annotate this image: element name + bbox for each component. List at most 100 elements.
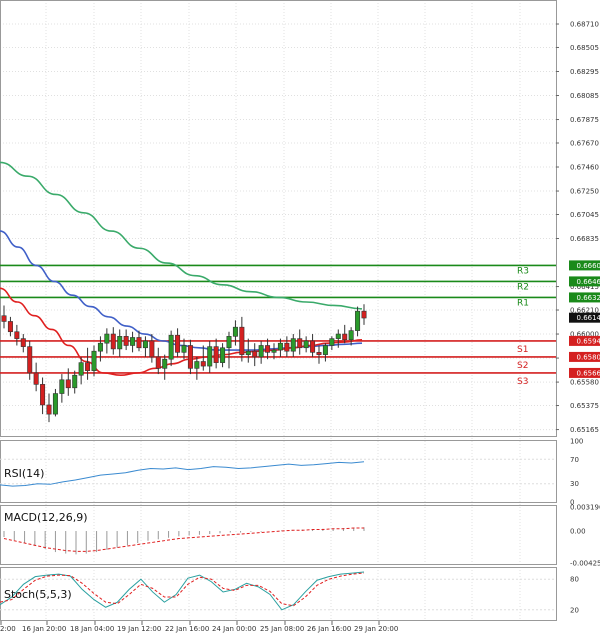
price-tick-label: 0.68505 — [570, 44, 599, 52]
price-tick-label: 0.67460 — [570, 164, 599, 172]
price-tick-label: 0.67250 — [570, 188, 599, 196]
candle-up — [162, 358, 168, 369]
price-tick-label: 0.66415 — [570, 283, 599, 291]
time-axis-label: 24 Jan 00:00 — [212, 625, 256, 633]
candle-up — [277, 342, 283, 351]
rsi-tick-label: 0 — [570, 499, 574, 507]
level-price-label: 0.65940 — [577, 337, 600, 345]
candle-down — [284, 342, 290, 352]
price-tick-label: 0.68710 — [570, 21, 599, 29]
candle-up — [194, 361, 200, 369]
level-label-r3: R3 — [517, 266, 529, 276]
rsi-tick-label: 100 — [570, 438, 583, 446]
macd-tick-label: -0.004255 — [570, 560, 600, 568]
level-price-box — [569, 260, 600, 271]
candle-down — [46, 404, 52, 415]
time-axis-label: 22 Jan 16:00 — [165, 625, 209, 633]
time-axis-label: 16 Jan 20:00 — [22, 625, 66, 633]
candle-down — [252, 350, 258, 358]
level-label-s1: S1 — [517, 345, 528, 355]
candle-up — [245, 350, 251, 355]
candle-down — [342, 333, 348, 341]
candle-down — [155, 356, 161, 369]
candle-up — [130, 337, 136, 346]
panel-frame — [0, 440, 557, 503]
candle-up — [59, 379, 65, 394]
price-tick-label: 0.68295 — [570, 68, 599, 76]
macd-tick-label: 0.003196 — [570, 504, 600, 512]
candle-up — [271, 349, 277, 353]
rsi-tick-label: 30 — [570, 480, 579, 488]
candle-up — [52, 393, 58, 415]
macd-signal-line — [3, 527, 364, 552]
candle-down — [1, 315, 7, 322]
candle-up — [303, 340, 309, 349]
candle-up — [72, 374, 78, 389]
price-tick-label: 0.66000 — [570, 331, 599, 339]
candle-down — [213, 346, 219, 363]
candle-up — [348, 330, 354, 341]
candle-up — [322, 345, 328, 355]
level-price-label: 0.66600 — [577, 262, 600, 270]
candle-up — [104, 333, 110, 344]
stoch-label: Stoch(5,5,3) — [4, 588, 72, 601]
rsi-label: RSI(14) — [4, 467, 44, 480]
candle-up — [226, 336, 232, 349]
candle-down — [310, 340, 316, 353]
candles — [1, 304, 367, 423]
candle-down — [239, 326, 245, 355]
candle-up — [329, 338, 335, 346]
candle-up — [290, 338, 296, 352]
candle-up — [78, 362, 84, 376]
candle-down — [20, 338, 26, 347]
macd-label: MACD(12,26,9) — [4, 511, 88, 524]
candle-up — [117, 336, 123, 350]
candle-up — [258, 345, 264, 358]
candle-down — [265, 345, 271, 353]
candle-down — [149, 340, 155, 358]
time-axis-label: 2:00 — [0, 625, 16, 633]
ma-blue-line — [0, 230, 363, 351]
level-price-label: 0.66460 — [577, 278, 600, 286]
panel-frame — [0, 0, 557, 437]
panel-frame — [0, 505, 557, 565]
level-label-r2: R2 — [517, 282, 529, 292]
candle-up — [91, 350, 97, 371]
stoch-main-line — [0, 571, 365, 611]
current-price-box — [569, 312, 600, 323]
price-tick-label: 0.67670 — [570, 139, 599, 147]
stoch-tick-label: 20 — [570, 606, 579, 614]
candle-up — [335, 333, 341, 339]
price-tick-label: 0.66210 — [570, 307, 599, 315]
macd-histogram — [3, 527, 365, 555]
candle-up — [181, 345, 187, 353]
time-axis-label: 18 Jan 04:00 — [70, 625, 114, 633]
candle-down — [7, 321, 13, 333]
panel-frame — [0, 567, 557, 621]
stoch-signal-line — [0, 572, 365, 607]
candle-up — [142, 340, 148, 349]
candle-down — [33, 372, 39, 385]
candle-down — [361, 310, 367, 319]
price-tick-label: 0.65580 — [570, 379, 599, 387]
candle-down — [27, 346, 33, 374]
level-price-box — [569, 367, 600, 378]
time-axis-label: 29 Jan 20:00 — [354, 625, 398, 633]
time-axis-label: 19 Jan 12:00 — [117, 625, 161, 633]
level-price-box — [569, 292, 600, 303]
level-label-r1: R1 — [517, 298, 529, 308]
candle-down — [187, 345, 193, 369]
current-price-label: 0.66143 — [577, 314, 600, 322]
level-label-s3: S3 — [517, 377, 528, 387]
level-price-box — [569, 335, 600, 346]
level-price-label: 0.65800 — [577, 353, 600, 361]
price-tick-label: 0.66835 — [570, 235, 599, 243]
candle-up — [355, 310, 361, 331]
price-tick-label: 0.68085 — [570, 92, 599, 100]
candle-up — [168, 334, 174, 360]
candle-down — [14, 331, 20, 339]
candle-down — [200, 361, 206, 367]
time-axis-label: 25 Jan 08:00 — [260, 625, 304, 633]
